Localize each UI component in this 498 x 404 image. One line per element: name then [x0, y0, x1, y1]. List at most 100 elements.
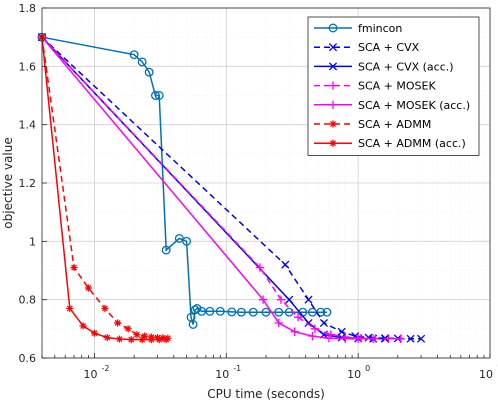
marker-star	[147, 336, 155, 344]
y-tick-label: 1.2	[19, 177, 37, 190]
marker-star	[84, 284, 93, 292]
marker-star	[103, 333, 111, 342]
y-tick-label: 1	[29, 235, 36, 248]
marker-circle	[137, 57, 147, 67]
marker-circle	[205, 306, 215, 316]
legend-label: fmincon	[358, 22, 402, 35]
ticks: 0.60.811.21.41.61.810-210-1100101	[19, 2, 498, 381]
y-tick-label: 1.4	[19, 119, 37, 132]
y-tick-label: 0.6	[19, 352, 37, 365]
marker-plus	[310, 324, 320, 334]
marker-plus	[324, 333, 334, 343]
legend-label: SCA + CVX (acc.)	[358, 60, 454, 73]
marker-star	[66, 304, 74, 313]
marker-star	[162, 336, 170, 344]
legend-entry: SCA + MOSEK	[314, 80, 436, 93]
legend-entry: SCA + ADMM	[314, 118, 431, 131]
legend-label: SCA + ADMM (acc.)	[358, 137, 466, 150]
marker-plus	[353, 334, 363, 343]
marker-plus	[293, 312, 303, 322]
marker-star	[90, 329, 99, 337]
marker-plus	[326, 330, 335, 339]
series-line	[41, 36, 401, 340]
marker-star	[79, 322, 87, 330]
marker-star	[115, 335, 124, 343]
marker-plus	[341, 334, 350, 343]
marker-plus	[276, 295, 286, 304]
marker-circle	[236, 307, 246, 317]
marker-plus	[396, 334, 405, 343]
marker-circle	[192, 303, 202, 313]
marker-circle	[248, 307, 258, 317]
marker-star	[159, 334, 167, 342]
marker-plus	[274, 318, 283, 328]
series-layer	[37, 32, 426, 344]
marker-star	[70, 263, 78, 272]
marker-circle	[161, 245, 171, 255]
legend-entry: SCA + ADMM (acc.)	[314, 137, 466, 150]
marker-plus	[290, 327, 299, 336]
x-axis-label: CPU time (seconds)	[207, 387, 325, 401]
marker-plus	[255, 263, 265, 272]
marker-circle	[174, 233, 184, 243]
legend-entry: fmincon	[314, 22, 402, 35]
marker-star	[133, 331, 141, 339]
marker-circle	[322, 307, 332, 317]
legend-label: SCA + MOSEK	[358, 80, 436, 93]
marker-star	[138, 336, 146, 344]
x-tick-exponent: -1	[233, 364, 241, 373]
legend-entry: SCA + CVX (acc.)	[314, 60, 454, 73]
marker-star	[127, 336, 135, 344]
grid	[41, 7, 491, 359]
y-tick-label: 0.8	[19, 294, 37, 307]
y-tick-label: 1.6	[19, 60, 37, 73]
marker-x	[337, 327, 346, 336]
x-tick-label: 10	[479, 368, 493, 381]
marker-star	[101, 304, 109, 313]
marker-plus	[258, 295, 268, 304]
legend-label: SCA + MOSEK (acc.)	[358, 99, 470, 112]
marker-circle	[190, 305, 200, 315]
marker-circle	[328, 23, 338, 33]
marker-circle	[182, 236, 192, 246]
marker-circle	[215, 306, 225, 316]
marker-circle	[129, 50, 139, 60]
marker-circle	[150, 91, 160, 100]
legend: fmincon SCA + CVX SCA + CVX (acc.) SCA + MO…	[307, 16, 480, 156]
x-tick-exponent: -2	[101, 364, 109, 373]
marker-circle	[154, 91, 164, 100]
marker-star	[114, 319, 122, 327]
marker-x	[328, 62, 338, 71]
y-tick-label: 1.8	[19, 2, 37, 15]
x-tick-label: 10	[83, 368, 97, 381]
marker-star	[329, 139, 337, 147]
legend-entry: SCA + MOSEK (acc.)	[314, 99, 470, 112]
marker-x	[364, 333, 373, 342]
y-axis-label: objective value	[1, 137, 15, 228]
x-tick-exponent: 0	[365, 364, 370, 373]
marker-plus	[328, 81, 338, 90]
x-tick-label: 10	[215, 368, 229, 381]
marker-plus	[308, 331, 317, 341]
legend-label: SCA + CVX	[358, 41, 420, 54]
legend-entry: SCA + CVX	[314, 41, 420, 54]
marker-circle	[261, 307, 271, 317]
marker-x	[417, 334, 426, 343]
marker-circle	[274, 307, 284, 317]
series-line	[41, 37, 168, 339]
marker-circle	[144, 67, 154, 77]
x-tick-label: 10	[347, 368, 361, 381]
marker-circle	[188, 320, 198, 329]
marker-x	[281, 260, 290, 269]
marker-x	[319, 318, 328, 328]
series-sca-mosek-acc	[37, 32, 378, 343]
marker-plus	[328, 100, 338, 109]
marker-circle	[227, 307, 237, 317]
legend-label: SCA + ADMM	[358, 118, 431, 131]
marker-star	[155, 336, 163, 344]
marker-plus	[368, 334, 378, 343]
marker-x	[328, 43, 338, 52]
marker-star	[124, 325, 132, 333]
series-fmincon	[37, 32, 332, 329]
